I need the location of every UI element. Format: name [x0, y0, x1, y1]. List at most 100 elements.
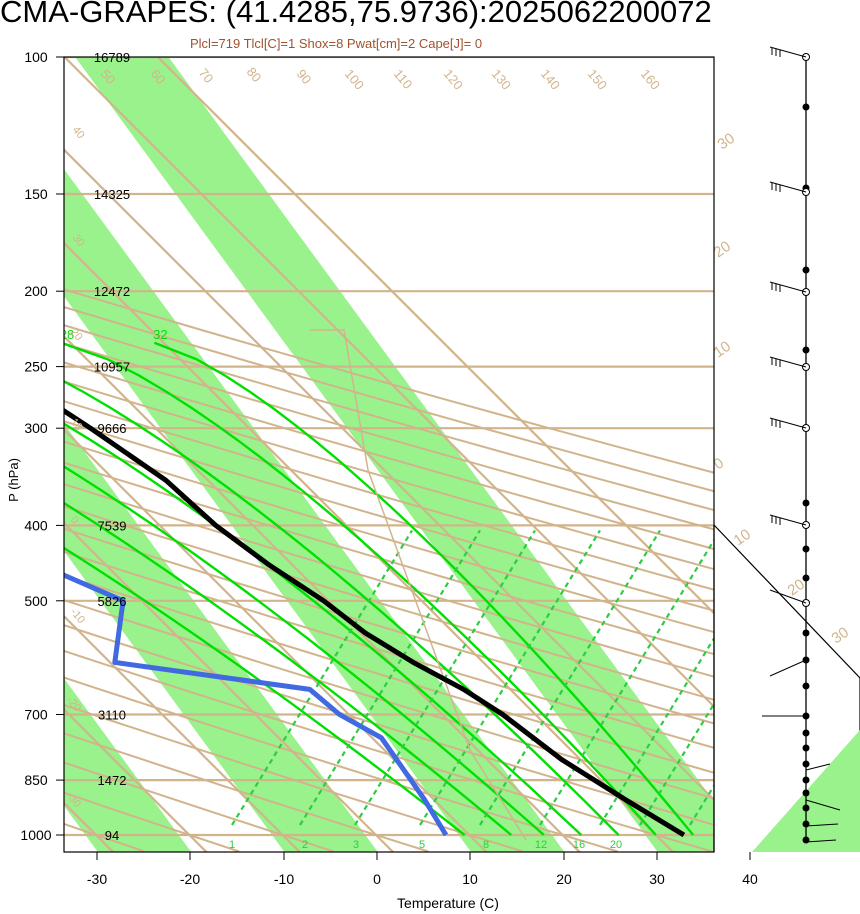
pressure-label: 1000: [20, 827, 51, 843]
moist-adiabat: [64, 422, 583, 836]
dry-adiabat: [64, 676, 618, 852]
parcel-path: [310, 329, 527, 841]
plot-frame: [63, 56, 715, 853]
x-tick-label: 20: [556, 871, 572, 887]
theta-label: 150: [585, 66, 610, 92]
theta-label: 160: [638, 66, 663, 92]
isotherm-line: [64, 57, 714, 709]
dry-adiabat: [64, 791, 240, 852]
wind-barb: [769, 181, 807, 193]
dry-adiabat: [64, 527, 714, 725]
isotherm-label: 40: [70, 124, 87, 141]
x-tick-label: -20: [180, 871, 200, 887]
isotherm-label: 0: [711, 455, 728, 474]
wind-barb: [805, 763, 831, 771]
mixing-ratio-label: 12: [535, 839, 547, 851]
mixing-ratio-label: 1: [229, 839, 235, 851]
dry-adiabat: [64, 288, 714, 474]
mixing-ratio-line: [231, 529, 413, 826]
moist-adiabat: [64, 342, 657, 836]
height-label: 3110: [98, 707, 126, 722]
theta-label: 80: [244, 64, 265, 85]
dry-adiabat: [64, 342, 714, 531]
dry-adiabat: [64, 550, 714, 749]
height-label: 12472: [94, 284, 130, 299]
wind-barb: [769, 659, 807, 677]
x-tick-label: -10: [274, 871, 294, 887]
height-label: 9666: [98, 421, 127, 436]
isotherm-label: 30: [829, 624, 852, 647]
pressure-label: 150: [24, 186, 48, 202]
theta-label: 90: [294, 66, 315, 87]
moist-adiabat: [64, 546, 466, 836]
wind-barb: [805, 823, 839, 827]
mixing-ratio-label: 8: [483, 839, 489, 851]
mixing-ratio-line: [539, 538, 714, 826]
dewpoint-profile: [64, 572, 449, 837]
pressure-label: 300: [24, 420, 48, 436]
wind-level-dot: [802, 103, 810, 111]
isotherm-line: [64, 708, 208, 852]
isotherm-line: [64, 521, 395, 852]
mixing-ratio-label: 2: [302, 839, 308, 851]
wind-level-dot: [802, 836, 810, 844]
x-axis-label: Temperature (C): [397, 895, 499, 911]
chart-subtitle: Plcl=719 Tlcl[C]=1 Shox=8 Pwat[cm]=2 Cap…: [190, 36, 483, 51]
wind-barb: [769, 356, 807, 368]
wind-level-dot: [802, 776, 810, 784]
temperature-band: [0, 0, 36, 895]
temperature-profile: [64, 407, 686, 838]
wind-barb: [805, 799, 841, 811]
theta-label: 120: [441, 66, 466, 92]
wind-level-dot: [802, 820, 810, 828]
wind-barb: [769, 417, 807, 429]
isotherm-line: [156, 57, 714, 615]
height-label: 10957: [94, 360, 130, 375]
wind-level-dot: [802, 744, 810, 752]
height-label: 5826: [98, 594, 127, 609]
height-label: 94: [105, 828, 119, 843]
mixing-ratio-label: 5: [419, 839, 425, 851]
pressure-label: 250: [24, 359, 48, 375]
right-boundary: [713, 524, 860, 852]
x-tick-label: 10: [462, 871, 478, 887]
wind-barb: [769, 46, 807, 58]
theta-label: 110: [391, 66, 416, 92]
dry-adiabat: [64, 483, 714, 678]
height-label: 16789: [94, 50, 130, 65]
isotherm-label: 30: [715, 130, 738, 153]
isotherm-label: 10: [68, 416, 85, 433]
adiabat-label: 32: [153, 327, 167, 342]
sounding-profiles: [64, 407, 686, 838]
theta-label: 70: [196, 65, 217, 86]
wind-level-dot: [802, 266, 810, 274]
temperature-band: [64, 423, 378, 852]
moist-adiabat: [64, 465, 545, 836]
wind-level-dot: [802, 760, 810, 768]
mixing-ratio-line: [299, 529, 481, 826]
isotherm-line: [64, 614, 302, 852]
wind-level-dot: [802, 789, 810, 797]
wind-level-dot: [802, 729, 810, 737]
temperature-band: [64, 678, 192, 852]
mixing-ratio-line: [419, 529, 601, 826]
y-axis-label: P (hPa): [6, 458, 21, 502]
height-label: 14325: [94, 187, 130, 202]
wind-level-dot: [802, 804, 810, 812]
isotherm-label: 20: [785, 576, 808, 599]
moist-adiabats: 8121620242832: [60, 327, 695, 836]
pressure-label: 850: [24, 772, 48, 788]
dry-adiabat: [64, 732, 429, 852]
moist-adiabat: [153, 341, 695, 836]
wind-barb: [805, 839, 837, 843]
temperature-band: [64, 169, 565, 852]
dry-adiabat: [64, 324, 714, 512]
dry-adiabat: [0, 57, 50, 852]
wind-level-dot: [802, 499, 810, 507]
wind-barb: [769, 281, 807, 293]
mixing-ratio-label: 3: [353, 839, 359, 851]
adiabat-label: 28: [60, 327, 74, 342]
dry-adiabat: [64, 361, 714, 551]
